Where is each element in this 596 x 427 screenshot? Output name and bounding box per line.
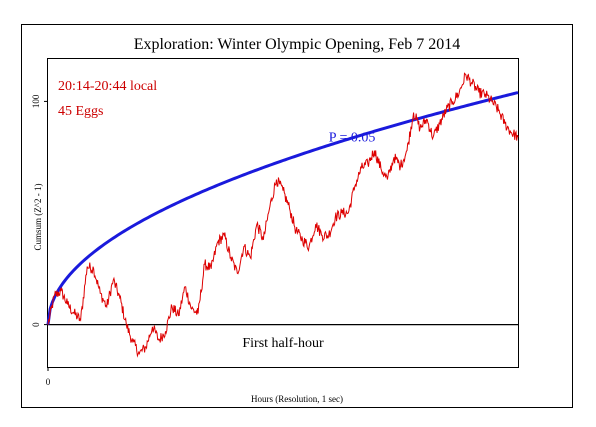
cumsum-data-line	[47, 72, 519, 358]
plot-marks	[46, 72, 519, 358]
plot-frame	[47, 58, 519, 368]
y-tick-label-100: 100	[31, 94, 41, 108]
p-value-label: P = 0.05	[329, 131, 376, 146]
x-tick-label-0: 0	[46, 377, 51, 387]
p05-envelope-line	[46, 91, 519, 325]
y-axis-ticks: 0 100	[31, 94, 48, 327]
y-tick-label-0: 0	[31, 322, 41, 327]
chart-title: Exploration: Winter Olympic Opening, Feb…	[134, 36, 461, 53]
x-axis-label: Hours (Resolution, 1 sec)	[251, 394, 343, 404]
x-axis-ticks: 0	[46, 367, 51, 387]
y-axis-label: Cumsum (Z^2 - 1)	[33, 184, 43, 251]
time-range-label: 20:14-20:44 local	[58, 79, 157, 94]
eggs-label: 45 Eggs	[58, 104, 104, 119]
outer-frame	[21, 24, 573, 408]
segment-label: First half-hour	[242, 336, 324, 351]
